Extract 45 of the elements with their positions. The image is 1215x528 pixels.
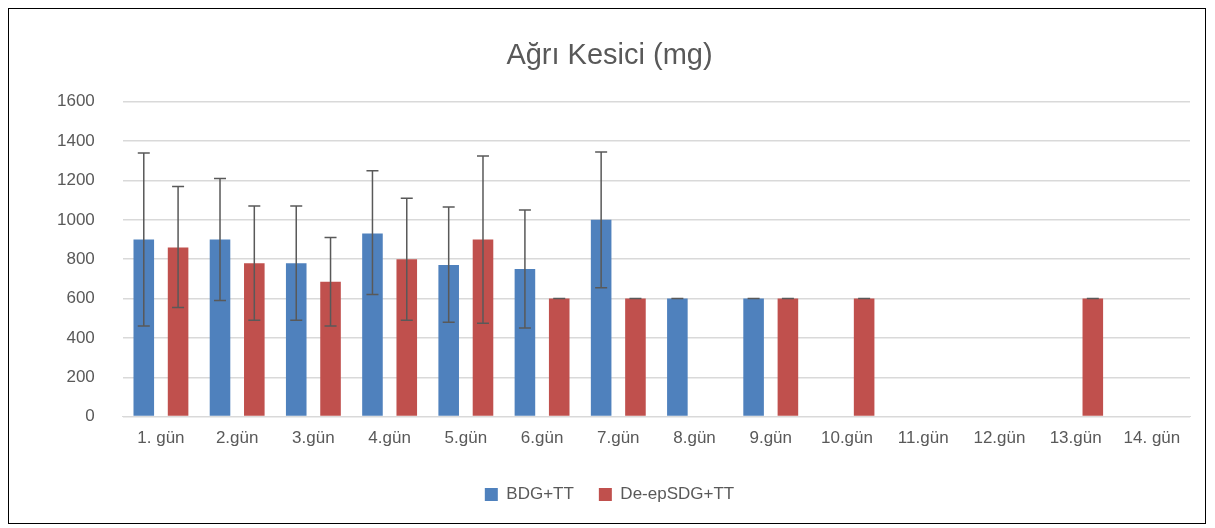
legend-label: De-epSDG+TT <box>620 484 735 504</box>
bar <box>320 281 341 416</box>
y-tick-label: 1600 <box>56 91 95 111</box>
bar <box>1082 298 1104 416</box>
bar <box>777 298 799 416</box>
y-tick-label: 1400 <box>56 130 95 150</box>
bar <box>472 239 494 416</box>
bar <box>396 259 418 416</box>
bar <box>133 239 155 416</box>
x-tick-label: 5.gün <box>444 428 488 448</box>
y-tick-label: 400 <box>66 327 95 347</box>
bar <box>438 265 459 416</box>
y-tick-label: 200 <box>66 366 95 386</box>
x-tick-label: 10.gün <box>820 428 873 448</box>
x-tick-label: 14. gün <box>1123 428 1181 448</box>
y-tick-label: 1200 <box>56 170 95 190</box>
bar <box>362 233 383 416</box>
bar <box>285 263 307 416</box>
x-tick-label: 3.gün <box>292 428 335 448</box>
x-tick-label: 13.gün <box>1049 428 1102 448</box>
bar <box>514 269 536 416</box>
x-tick-label: 12.gün <box>973 428 1026 448</box>
x-tick-label: 6.gün <box>520 428 564 448</box>
x-tick-label: 4.gün <box>368 428 411 448</box>
x-tick-label: 9.gün <box>749 428 793 448</box>
y-tick-label: 1000 <box>56 209 95 229</box>
bar <box>209 239 231 416</box>
bar <box>548 298 570 416</box>
legend-label: BDG+TT <box>506 484 574 504</box>
x-tick-label: 8.gün <box>673 428 716 448</box>
bar <box>244 263 265 416</box>
x-tick-label: 7.gün <box>597 428 640 448</box>
x-tick-label: 2.gün <box>215 428 259 448</box>
y-tick-label: 800 <box>66 248 95 268</box>
bar <box>590 219 612 416</box>
x-tick-label: 11.gün <box>897 428 949 448</box>
chart-title: Ağrı Kesici (mg) <box>506 38 713 71</box>
bar <box>743 298 764 416</box>
y-tick-label: 0 <box>85 406 95 426</box>
bar <box>667 298 688 416</box>
bar <box>625 298 646 416</box>
x-tick-label: 1. gün <box>137 428 185 448</box>
y-tick-label: 600 <box>66 288 95 308</box>
bar <box>853 298 875 416</box>
bar <box>167 247 189 416</box>
